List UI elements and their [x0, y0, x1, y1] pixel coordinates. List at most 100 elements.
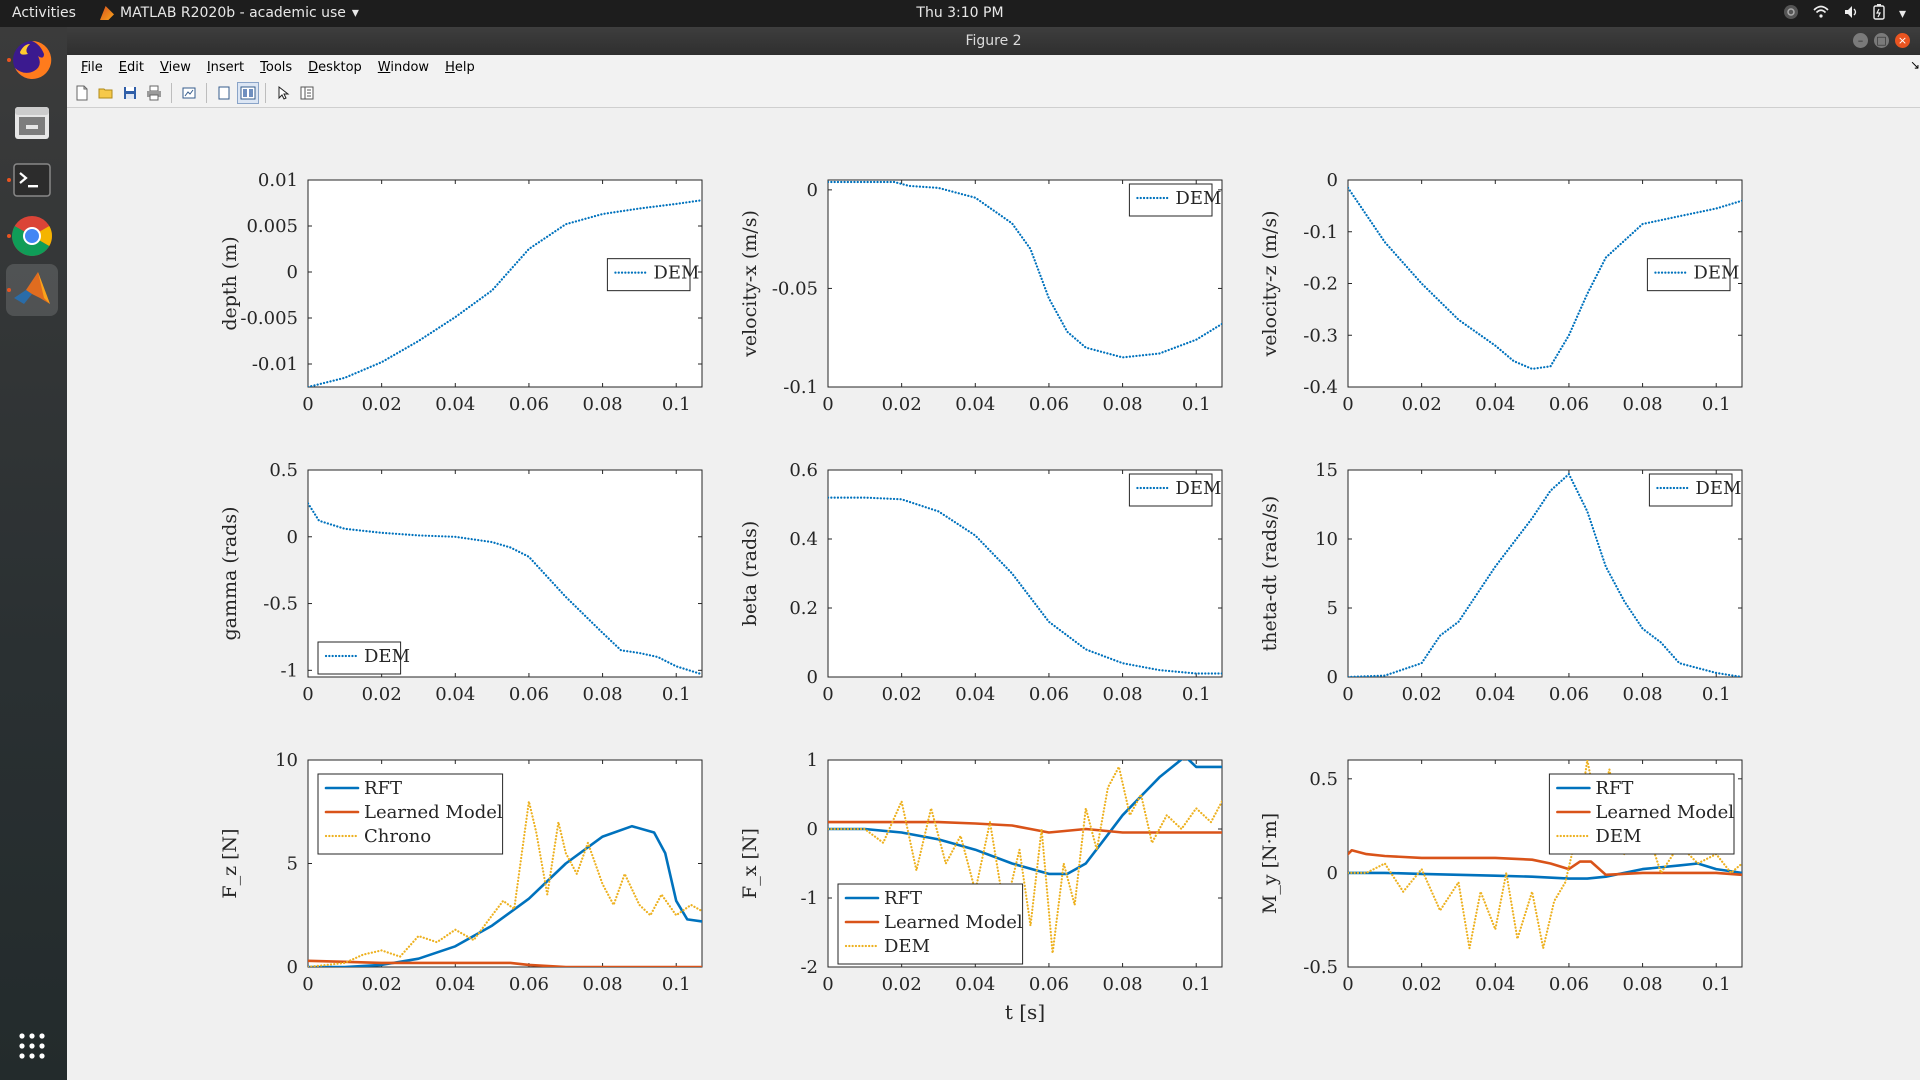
y-tick-label: 0.5: [269, 460, 298, 481]
y-axis-label: M_y [N·m]: [1259, 813, 1281, 914]
x-tick-label: 0.06: [1029, 974, 1069, 995]
subplot-5: 0 0.02 0.04 0.06 0.08 0.1 0.6 0.4 0.2 0 beta (rads…: [739, 460, 1223, 705]
menu-insert[interactable]: Insert: [206, 59, 245, 75]
y-tick-label: -0.2: [1303, 274, 1338, 295]
plot-area: [308, 199, 702, 387]
dock-item-firefox[interactable]: [6, 34, 58, 86]
ubuntu-icon[interactable]: [1783, 4, 1799, 24]
subplot-2: 0 0.02 0.04 0.06 0.08 0.1 0 -0.05 -0.1 velocity-x…: [739, 179, 1223, 415]
y-tick-label: -0.01: [252, 354, 298, 375]
menu-file[interactable]: File: [81, 59, 103, 75]
y-tick-label: -0.4: [1303, 377, 1338, 398]
y-tick-label: 0.4: [789, 529, 818, 550]
y-axis-label: gamma (rads): [219, 506, 241, 640]
subplot-3: 0 0.02 0.04 0.06 0.08 0.1 0 -0.1 -0.2 -0.3 -0.4 vel…: [1259, 170, 1743, 415]
legend-entry: DEM: [1693, 263, 1739, 284]
x-tick-label: 0: [822, 394, 833, 415]
property-inspector-icon[interactable]: [296, 82, 318, 104]
open-file-icon[interactable]: [95, 82, 117, 104]
x-tick-label: 0.04: [955, 684, 995, 705]
y-tick-label: -0.05: [772, 278, 818, 299]
x-tick-label: 0.04: [1475, 974, 1515, 995]
y-axis-label: theta-dt (rads/s): [1259, 496, 1281, 652]
subplot-6: 0 0.02 0.04 0.06 0.08 0.1 15 10 5 0 theta-dt (rads…: [1259, 460, 1743, 705]
x-tick-label: 0.08: [1623, 394, 1663, 415]
dock-item-chrome[interactable]: [6, 210, 58, 262]
legend: DEM: [317, 641, 410, 675]
legend: RFT Learned Model DEM: [1548, 773, 1735, 855]
y-tick-label: -2: [800, 957, 818, 978]
figure-toolbar: [67, 79, 1920, 108]
x-tick-label: 0.1: [662, 974, 691, 995]
x-tick-label: 0.06: [509, 684, 549, 705]
activities-button[interactable]: Activities: [12, 5, 76, 21]
y-tick-label: 10: [275, 750, 298, 771]
legend-entry: RFT: [1595, 778, 1633, 799]
app-menu[interactable]: MATLAB R2020b - academic use ▾: [100, 5, 359, 21]
print-icon[interactable]: [143, 82, 165, 104]
y-tick-label: 0.005: [246, 216, 298, 237]
x-tick-label: 0.02: [362, 684, 402, 705]
apps-grid-button[interactable]: [6, 1020, 58, 1072]
y-tick-label: -0.5: [263, 594, 298, 615]
dock-item-files[interactable]: [6, 96, 58, 148]
menu-desktop[interactable]: Desktop: [308, 59, 362, 75]
figure-window: Figure 2 – □ × File Edit View Insert Too…: [67, 27, 1920, 1080]
x-tick-label: 0.04: [435, 974, 475, 995]
y-tick-label: -0.5: [1303, 957, 1338, 978]
legend-box: [606, 258, 691, 292]
menu-help[interactable]: Help: [445, 59, 475, 75]
menu-window[interactable]: Window: [377, 59, 430, 75]
maximize-icon[interactable]: □: [1874, 33, 1889, 48]
minimize-icon[interactable]: –: [1853, 33, 1868, 48]
legend: DEM: [1128, 183, 1221, 217]
y-tick-label: 0: [1327, 667, 1338, 688]
dock-item-terminal[interactable]: [6, 154, 58, 206]
y-tick-label: 5: [1327, 598, 1338, 619]
dock-item-matlab[interactable]: [6, 264, 58, 316]
y-tick-label: -0.005: [240, 308, 298, 329]
terminal-icon: [13, 163, 51, 197]
menu-tools[interactable]: Tools: [260, 59, 293, 75]
dock-figure-icon[interactable]: ↘: [1909, 58, 1920, 72]
y-tick-label: 5: [287, 854, 298, 875]
series-line-dem: [828, 180, 1222, 359]
legend-entry: RFT: [884, 888, 922, 909]
menu-edit[interactable]: Edit: [118, 59, 144, 75]
legend: DEM: [606, 258, 699, 292]
system-tray[interactable]: ▾: [1783, 4, 1906, 24]
series-line-dem: [828, 765, 1222, 955]
x-tick-label: 0: [302, 974, 313, 995]
y-tick-label: 0.5: [1309, 769, 1338, 790]
edit-plot-icon[interactable]: [272, 82, 294, 104]
x-tick-label: 0.1: [1702, 974, 1731, 995]
series-line-learned-model: [1348, 848, 1742, 877]
x-tick-label: 0.04: [1475, 394, 1515, 415]
window-titlebar[interactable]: Figure 2 – □ ×: [67, 27, 1920, 55]
x-tick-label: 0.04: [435, 394, 475, 415]
volume-icon[interactable]: [1843, 4, 1859, 24]
plot-area: [828, 760, 1222, 955]
x-tick-label: 0: [302, 394, 313, 415]
link-plot-icon[interactable]: [178, 82, 200, 104]
y-tick-label: 0: [287, 262, 298, 283]
x-tick-label: 0.02: [362, 974, 402, 995]
wifi-icon[interactable]: [1813, 4, 1829, 24]
x-tick-label: 0.06: [509, 394, 549, 415]
window-title: Figure 2: [965, 33, 1022, 49]
legend-box: [1128, 473, 1213, 507]
plot-area: [1348, 473, 1742, 677]
battery-icon[interactable]: [1873, 4, 1885, 24]
show-plot-tools-icon[interactable]: [237, 82, 259, 104]
plot-area: [1348, 186, 1742, 370]
x-tick-label: 0.08: [583, 394, 623, 415]
close-icon[interactable]: ×: [1895, 33, 1910, 48]
save-icon[interactable]: [119, 82, 141, 104]
x-tick-label: 0.02: [1402, 394, 1442, 415]
hide-plot-tools-icon[interactable]: [213, 82, 235, 104]
y-tick-label: -0.3: [1303, 325, 1338, 346]
legend: DEM: [1128, 473, 1221, 507]
power-icon[interactable]: ▾: [1898, 6, 1906, 22]
menu-view[interactable]: View: [159, 59, 191, 75]
new-figure-icon[interactable]: [71, 82, 93, 104]
